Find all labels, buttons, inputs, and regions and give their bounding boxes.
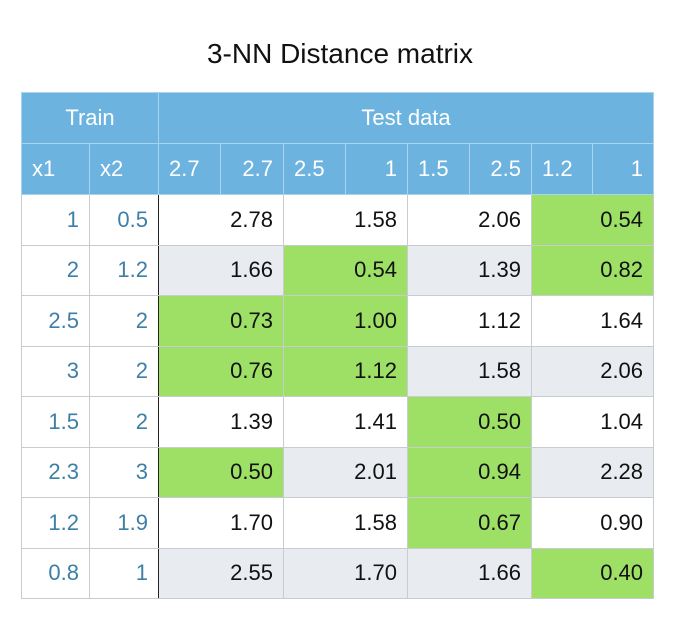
distance-cell: 1.12 xyxy=(407,295,532,347)
distance-cell-nearest: 0.54 xyxy=(531,194,655,246)
train-x2-cell: 3 xyxy=(89,447,159,498)
distance-cell: 0.90 xyxy=(531,497,655,549)
distance-cell: 1.66 xyxy=(158,245,284,296)
test-point-4-b: 1 xyxy=(591,143,655,195)
distance-cell: 2.28 xyxy=(531,447,655,498)
table-row: 2.3 3 0.50 2.01 0.94 2.28 xyxy=(21,447,655,498)
table-row: 3 2 0.76 1.12 1.58 2.06 xyxy=(21,346,655,397)
train-x1-cell: 1.5 xyxy=(21,396,90,448)
distance-cell: 1.58 xyxy=(283,497,408,549)
distance-cell: 2.55 xyxy=(158,548,284,599)
train-x1-cell: 2.3 xyxy=(21,447,90,498)
train-x2-cell: 2 xyxy=(89,396,159,448)
distance-cell-nearest: 0.82 xyxy=(531,245,655,296)
distance-cell: 1.39 xyxy=(407,245,532,296)
distance-cell-nearest: 0.94 xyxy=(407,447,532,498)
distance-cell: 1.66 xyxy=(407,548,532,599)
table-row: 1 0.5 2.78 1.58 2.06 0.54 xyxy=(21,194,655,246)
x2-header: x2 xyxy=(89,143,159,195)
train-x2-cell: 1 xyxy=(89,548,159,599)
distance-cell: 1.41 xyxy=(283,396,408,448)
distance-cell: 1.39 xyxy=(158,396,284,448)
distance-cell: 1.64 xyxy=(531,295,655,347)
test-point-1-a: 2.7 xyxy=(158,143,221,195)
train-x1-cell: 3 xyxy=(21,346,90,397)
distance-cell-nearest: 0.54 xyxy=(283,245,408,296)
test-point-1-b: 2.7 xyxy=(220,143,284,195)
test-point-4-a: 1.2 xyxy=(531,143,593,195)
test-point-2-a: 2.5 xyxy=(283,143,346,195)
train-x2-cell: 1.2 xyxy=(89,245,159,296)
train-x2-cell: 1.9 xyxy=(89,497,159,549)
distance-matrix-table: Train Test data x1 x2 2.7 2.7 2.5 1 1.5 … xyxy=(21,92,655,599)
train-x1-cell: 2 xyxy=(21,245,90,296)
distance-cell: 2.06 xyxy=(531,346,655,397)
distance-cell: 1.58 xyxy=(407,346,532,397)
train-x1-cell: 2.5 xyxy=(21,295,90,347)
train-x1-cell: 1 xyxy=(21,194,90,246)
distance-cell-nearest: 0.76 xyxy=(158,346,284,397)
header-row-coords: x1 x2 2.7 2.7 2.5 1 1.5 2.5 1.2 1 xyxy=(21,143,655,195)
distance-cell: 2.06 xyxy=(407,194,532,246)
table-row: 2 1.2 1.66 0.54 1.39 0.82 xyxy=(21,245,655,296)
distance-cell: 1.04 xyxy=(531,396,655,448)
x1-header: x1 xyxy=(21,143,90,195)
table-row: 0.8 1 2.55 1.70 1.66 0.40 xyxy=(21,548,655,599)
header-row-groups: Train Test data xyxy=(21,92,655,144)
distance-cell-nearest: 0.73 xyxy=(158,295,284,347)
train-x2-cell: 2 xyxy=(89,295,159,347)
train-x2-cell: 2 xyxy=(89,346,159,397)
distance-cell-nearest: 0.50 xyxy=(158,447,284,498)
distance-cell: 1.70 xyxy=(158,497,284,549)
matrix-title: 3-NN Distance matrix xyxy=(206,38,474,69)
train-group-header: Train xyxy=(21,92,159,144)
distance-cell-nearest: 0.67 xyxy=(407,497,532,549)
distance-cell-nearest: 1.00 xyxy=(283,295,408,347)
test-point-2-b: 1 xyxy=(345,143,408,195)
table-row: 2.5 2 0.73 1.00 1.12 1.64 xyxy=(21,295,655,347)
test-group-header: Test data xyxy=(157,92,655,144)
distance-cell: 2.78 xyxy=(158,194,284,246)
distance-cell-nearest: 0.40 xyxy=(531,548,655,599)
train-x1-cell: 0.8 xyxy=(21,548,90,599)
test-point-3-a: 1.5 xyxy=(407,143,470,195)
table-row: 1.5 2 1.39 1.41 0.50 1.04 xyxy=(21,396,655,448)
distance-cell: 1.58 xyxy=(283,194,408,246)
distance-cell: 2.01 xyxy=(283,447,408,498)
test-point-3-b: 2.5 xyxy=(469,143,532,195)
distance-cell-nearest: 0.50 xyxy=(407,396,532,448)
distance-cell-nearest: 1.12 xyxy=(283,346,408,397)
train-x1-cell: 1.2 xyxy=(21,497,90,549)
distance-cell: 1.70 xyxy=(283,548,408,599)
train-x2-cell: 0.5 xyxy=(89,194,159,246)
table-row: 1.2 1.9 1.70 1.58 0.67 0.90 xyxy=(21,497,655,549)
